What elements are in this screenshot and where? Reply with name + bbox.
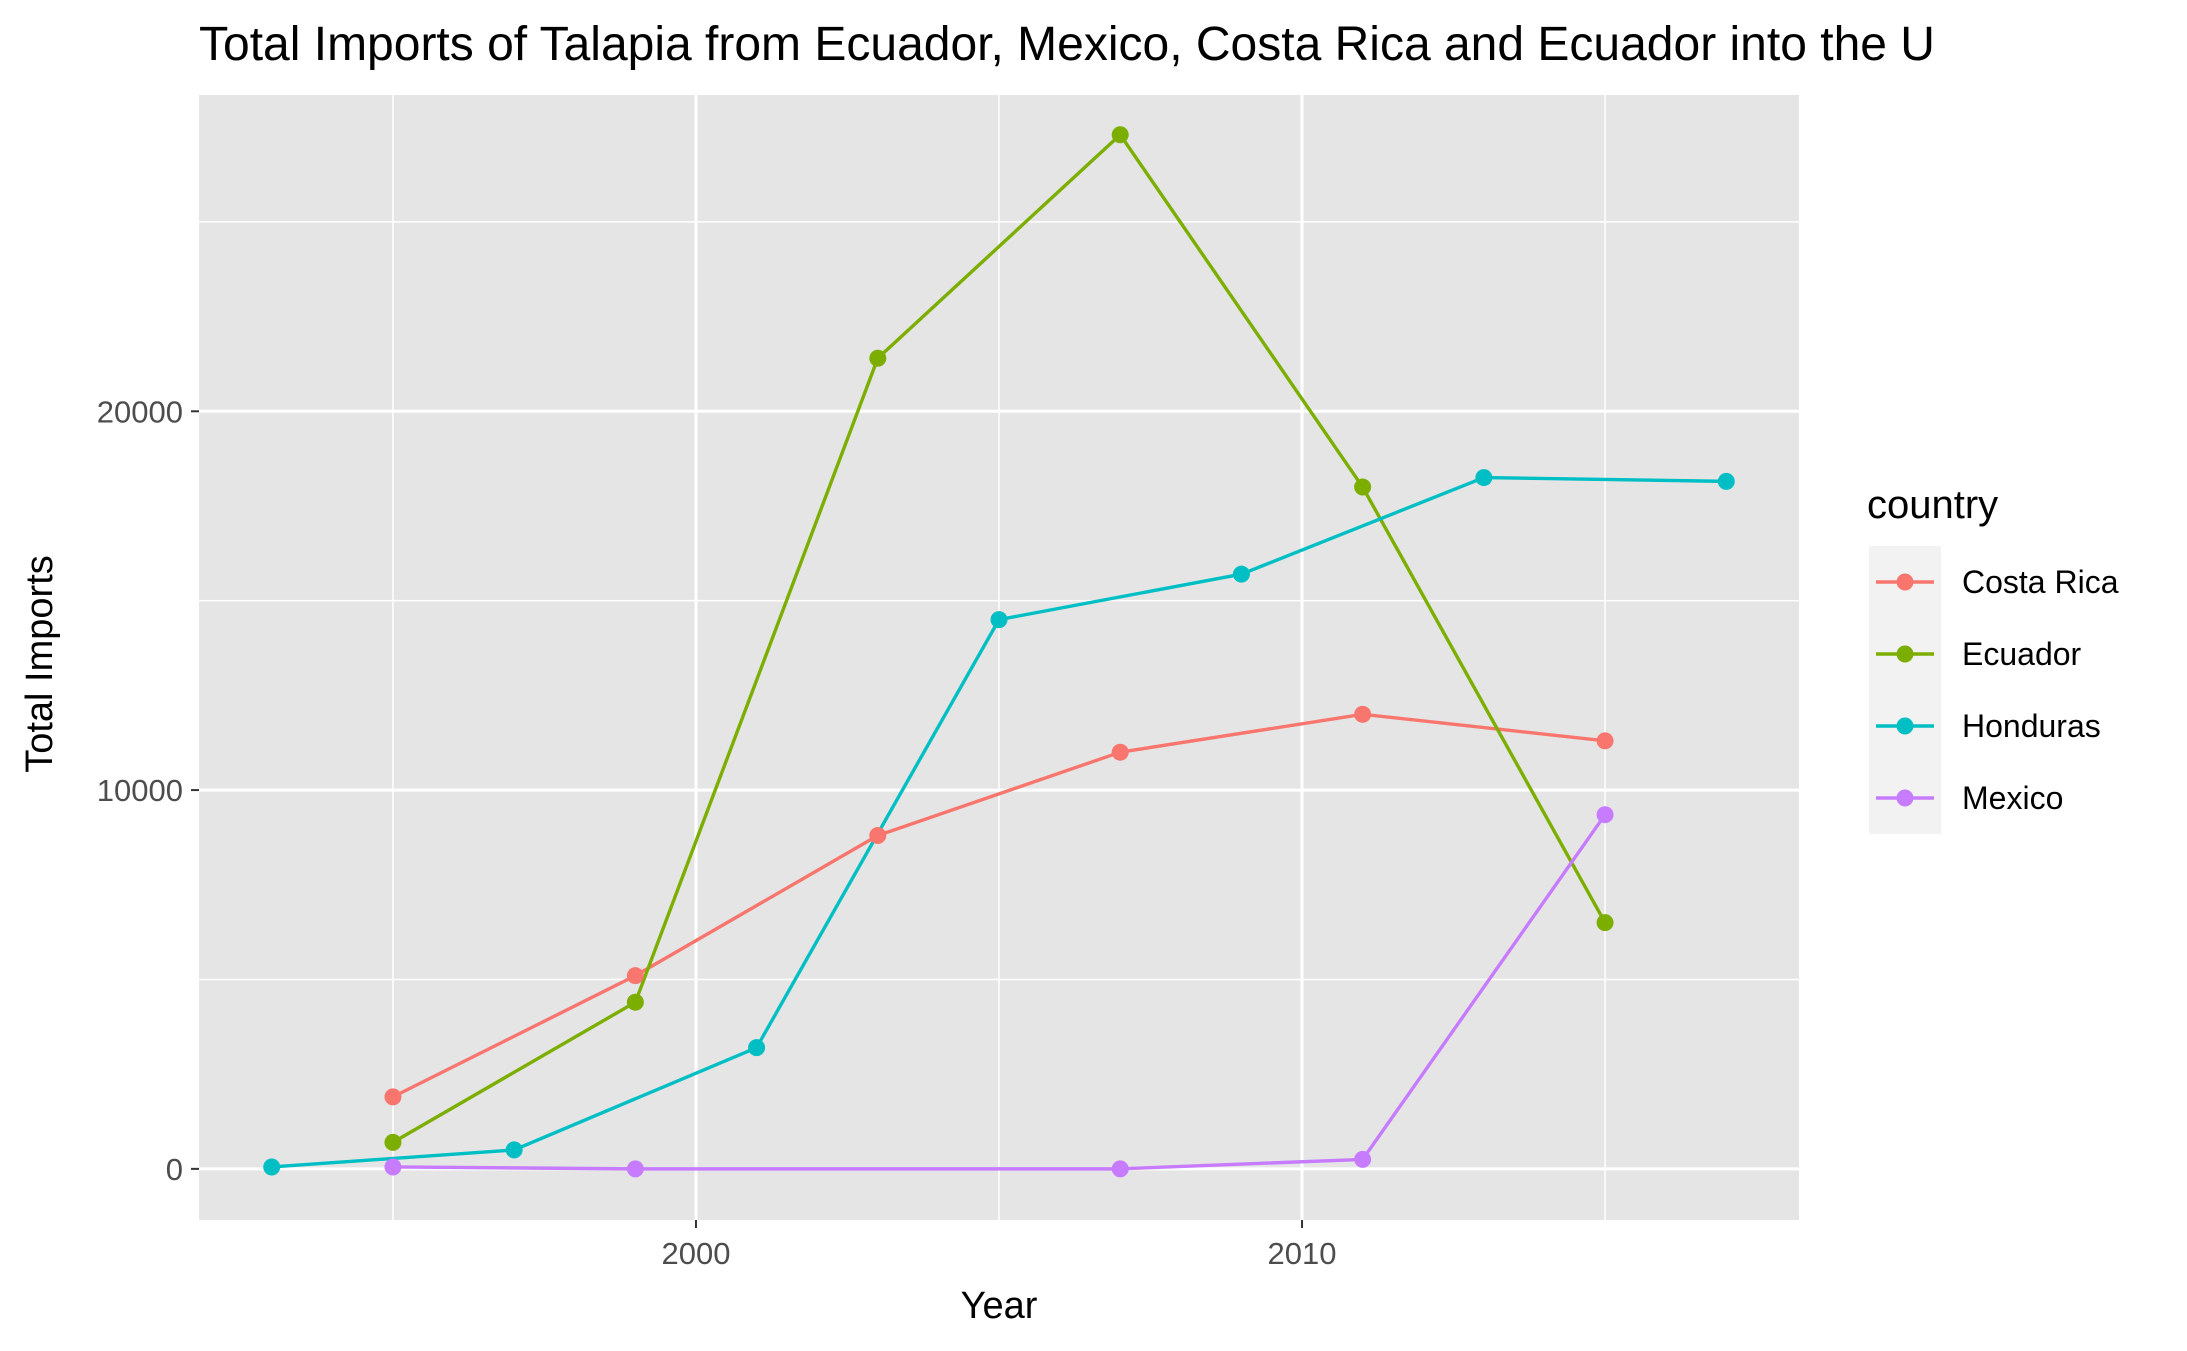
legend-item-mexico: Mexico [1876, 780, 2063, 816]
legend-item-label: Honduras [1962, 708, 2101, 744]
data-point-costa-rica [869, 827, 887, 845]
axis-ticks: 2000 2010 0 10000 20000 [97, 394, 1337, 1271]
data-point-costa-rica [626, 967, 644, 985]
data-point-mexico [1354, 1150, 1372, 1168]
data-point-costa-rica [384, 1088, 402, 1106]
data-point-honduras [263, 1158, 281, 1176]
data-point-ecuador [384, 1133, 402, 1151]
legend: country Costa Rica Ecuador Honduras Mexico [1867, 483, 2119, 834]
y-tick-label: 10000 [97, 773, 183, 808]
data-point-costa-rica [1111, 743, 1129, 761]
x-axis-label: Year [961, 1285, 1038, 1327]
data-point-costa-rica [1596, 732, 1614, 750]
chart-title: Total Imports of Talapia from Ecuador, M… [199, 18, 1935, 71]
legend-key-point [1896, 573, 1914, 591]
y-tick-label: 20000 [97, 394, 183, 429]
data-point-honduras [1717, 472, 1735, 490]
data-point-honduras [1475, 469, 1493, 487]
legend-item-costa-rica: Costa Rica [1876, 564, 2119, 600]
data-point-ecuador [1596, 914, 1614, 932]
y-axis-label: Total Imports [19, 555, 61, 773]
data-point-honduras [990, 611, 1008, 629]
data-point-costa-rica [1354, 705, 1372, 723]
legend-item-label: Costa Rica [1962, 564, 2119, 600]
y-tick-label: 0 [166, 1152, 183, 1187]
series-points [263, 126, 1735, 1178]
data-point-ecuador [1111, 126, 1129, 144]
legend-title: country [1867, 483, 1998, 527]
legend-key-point [1896, 645, 1914, 663]
data-point-mexico [1596, 806, 1614, 824]
legend-key-background [1869, 546, 1941, 834]
minor-gridlines [199, 95, 1799, 1220]
series-line-ecuador [391, 133, 1607, 1145]
legend-item-ecuador: Ecuador [1876, 636, 2082, 672]
data-point-ecuador [626, 993, 644, 1011]
data-point-ecuador [869, 349, 887, 367]
legend-item-label: Ecuador [1962, 636, 2082, 672]
legend-item-honduras: Honduras [1876, 708, 2101, 744]
series-line-costa-rica [391, 712, 1607, 1099]
legend-key-point [1896, 789, 1914, 807]
legend-item-label: Mexico [1962, 780, 2063, 816]
data-point-mexico [1111, 1160, 1129, 1178]
legend-items: Costa Rica Ecuador Honduras Mexico [1876, 564, 2119, 816]
data-point-mexico [626, 1160, 644, 1178]
x-tick-label: 2000 [661, 1236, 730, 1271]
x-tick-label: 2010 [1268, 1236, 1337, 1271]
data-point-honduras [1232, 565, 1250, 583]
data-point-mexico [384, 1158, 402, 1176]
data-point-honduras [748, 1039, 766, 1057]
legend-key-point [1896, 717, 1914, 735]
data-point-ecuador [1354, 478, 1372, 496]
data-point-honduras [505, 1141, 523, 1159]
